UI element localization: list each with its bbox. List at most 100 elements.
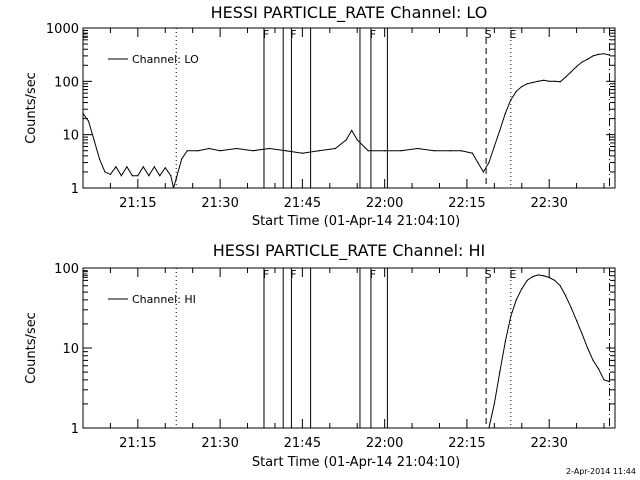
x-tick-label: 21:15	[119, 436, 156, 451]
event-marker-label: E	[82, 268, 89, 281]
data-point	[586, 347, 589, 349]
chart-panel-1: HESSI PARTICLE_RATE Channel: LO 1 10 100 100…	[24, 3, 616, 229]
data-point	[603, 379, 605, 381]
event-marker-label: S	[485, 268, 492, 281]
data-point	[597, 368, 600, 370]
y-tick-label: 100	[54, 262, 79, 277]
data-point	[554, 279, 556, 281]
data-point	[559, 285, 561, 287]
data-point	[570, 306, 572, 309]
data-point	[471, 152, 474, 154]
data-point	[115, 166, 117, 168]
data-point	[164, 167, 166, 169]
data-point	[515, 299, 517, 301]
data-point	[603, 53, 605, 55]
data-point	[219, 150, 221, 152]
data-point	[592, 55, 594, 57]
data-point	[488, 427, 490, 429]
data-point	[581, 61, 583, 63]
data-point	[449, 150, 452, 152]
data-point	[532, 81, 534, 84]
y-axis-label: Counts/sec	[24, 312, 39, 384]
data-point	[608, 381, 611, 383]
data-point	[554, 80, 556, 82]
y-tick-label: 1	[71, 422, 79, 437]
data-point	[515, 90, 517, 92]
data-point	[131, 175, 133, 177]
event-marker-label: F	[263, 28, 269, 41]
chart-title: HESSI PARTICLE_RATE Channel: HI	[213, 241, 486, 261]
data-point	[565, 295, 567, 297]
data-point	[521, 288, 523, 290]
data-point	[433, 150, 435, 152]
data-point	[137, 175, 139, 177]
y-axis-label: Counts/sec	[24, 72, 39, 144]
data-point	[570, 71, 572, 73]
data-point	[126, 166, 128, 168]
data-point	[345, 139, 347, 141]
data-point	[87, 120, 90, 122]
data-point	[334, 147, 336, 150]
data-point	[537, 274, 539, 276]
data-point	[548, 80, 550, 82]
data-point	[532, 276, 534, 278]
y-tick-label: 10	[62, 129, 79, 144]
data-point	[268, 147, 271, 150]
x-tick-label: 21:30	[201, 196, 238, 211]
data-point	[208, 147, 210, 150]
data-point	[367, 150, 369, 152]
data-point	[559, 81, 561, 83]
x-axis-label: Start Time (01-Apr-14 21:04:10)	[252, 455, 460, 470]
data-point	[548, 276, 550, 279]
data-point	[170, 175, 172, 177]
data-point	[537, 80, 539, 82]
data-point	[318, 150, 320, 152]
data-point	[493, 403, 495, 405]
data-point	[301, 152, 303, 154]
x-tick-label: 21:45	[284, 196, 321, 211]
y-tick-label: 10	[62, 342, 79, 357]
event-marker-label: F	[290, 268, 296, 281]
x-tick-label: 22:00	[366, 436, 403, 451]
data-point	[565, 76, 567, 78]
data-point	[493, 145, 495, 148]
x-tick-label: 21:15	[119, 196, 156, 211]
data-point	[608, 54, 611, 56]
plot-frame	[82, 27, 616, 189]
series-line-1	[82, 53, 610, 189]
event-marker-label: F	[370, 268, 376, 281]
data-point	[400, 150, 402, 152]
data-point	[504, 341, 506, 343]
data-point	[153, 166, 155, 168]
data-point	[597, 53, 600, 55]
data-point	[581, 333, 583, 335]
footer-timestamp: 2-Apr-2014 11:44	[566, 467, 636, 476]
data-point	[197, 150, 199, 152]
data-point	[510, 315, 512, 317]
data-point	[592, 359, 594, 361]
data-point	[252, 150, 254, 152]
legend-label: Channel: LO	[132, 53, 199, 66]
data-point	[120, 175, 122, 177]
data-point	[104, 171, 106, 173]
data-point	[148, 175, 150, 177]
x-tick-label: 22:15	[448, 436, 485, 451]
plot-frame	[82, 267, 616, 429]
legend-label: Channel: HI	[132, 293, 196, 306]
data-point	[109, 173, 112, 175]
x-tick-label: 22:30	[530, 196, 567, 211]
event-marker-label: S	[485, 28, 492, 41]
event-marker-label: E	[82, 28, 89, 41]
data-point	[285, 150, 287, 152]
data-point	[186, 150, 188, 152]
series-line-1	[488, 274, 610, 429]
data-point	[576, 320, 578, 322]
data-point	[543, 79, 545, 81]
x-tick-label: 21:30	[201, 436, 238, 451]
data-point	[142, 166, 144, 168]
y-tick-label: 1	[71, 182, 79, 197]
data-point	[499, 371, 501, 373]
data-point	[504, 112, 506, 115]
data-point	[460, 150, 463, 152]
data-point	[235, 147, 238, 150]
